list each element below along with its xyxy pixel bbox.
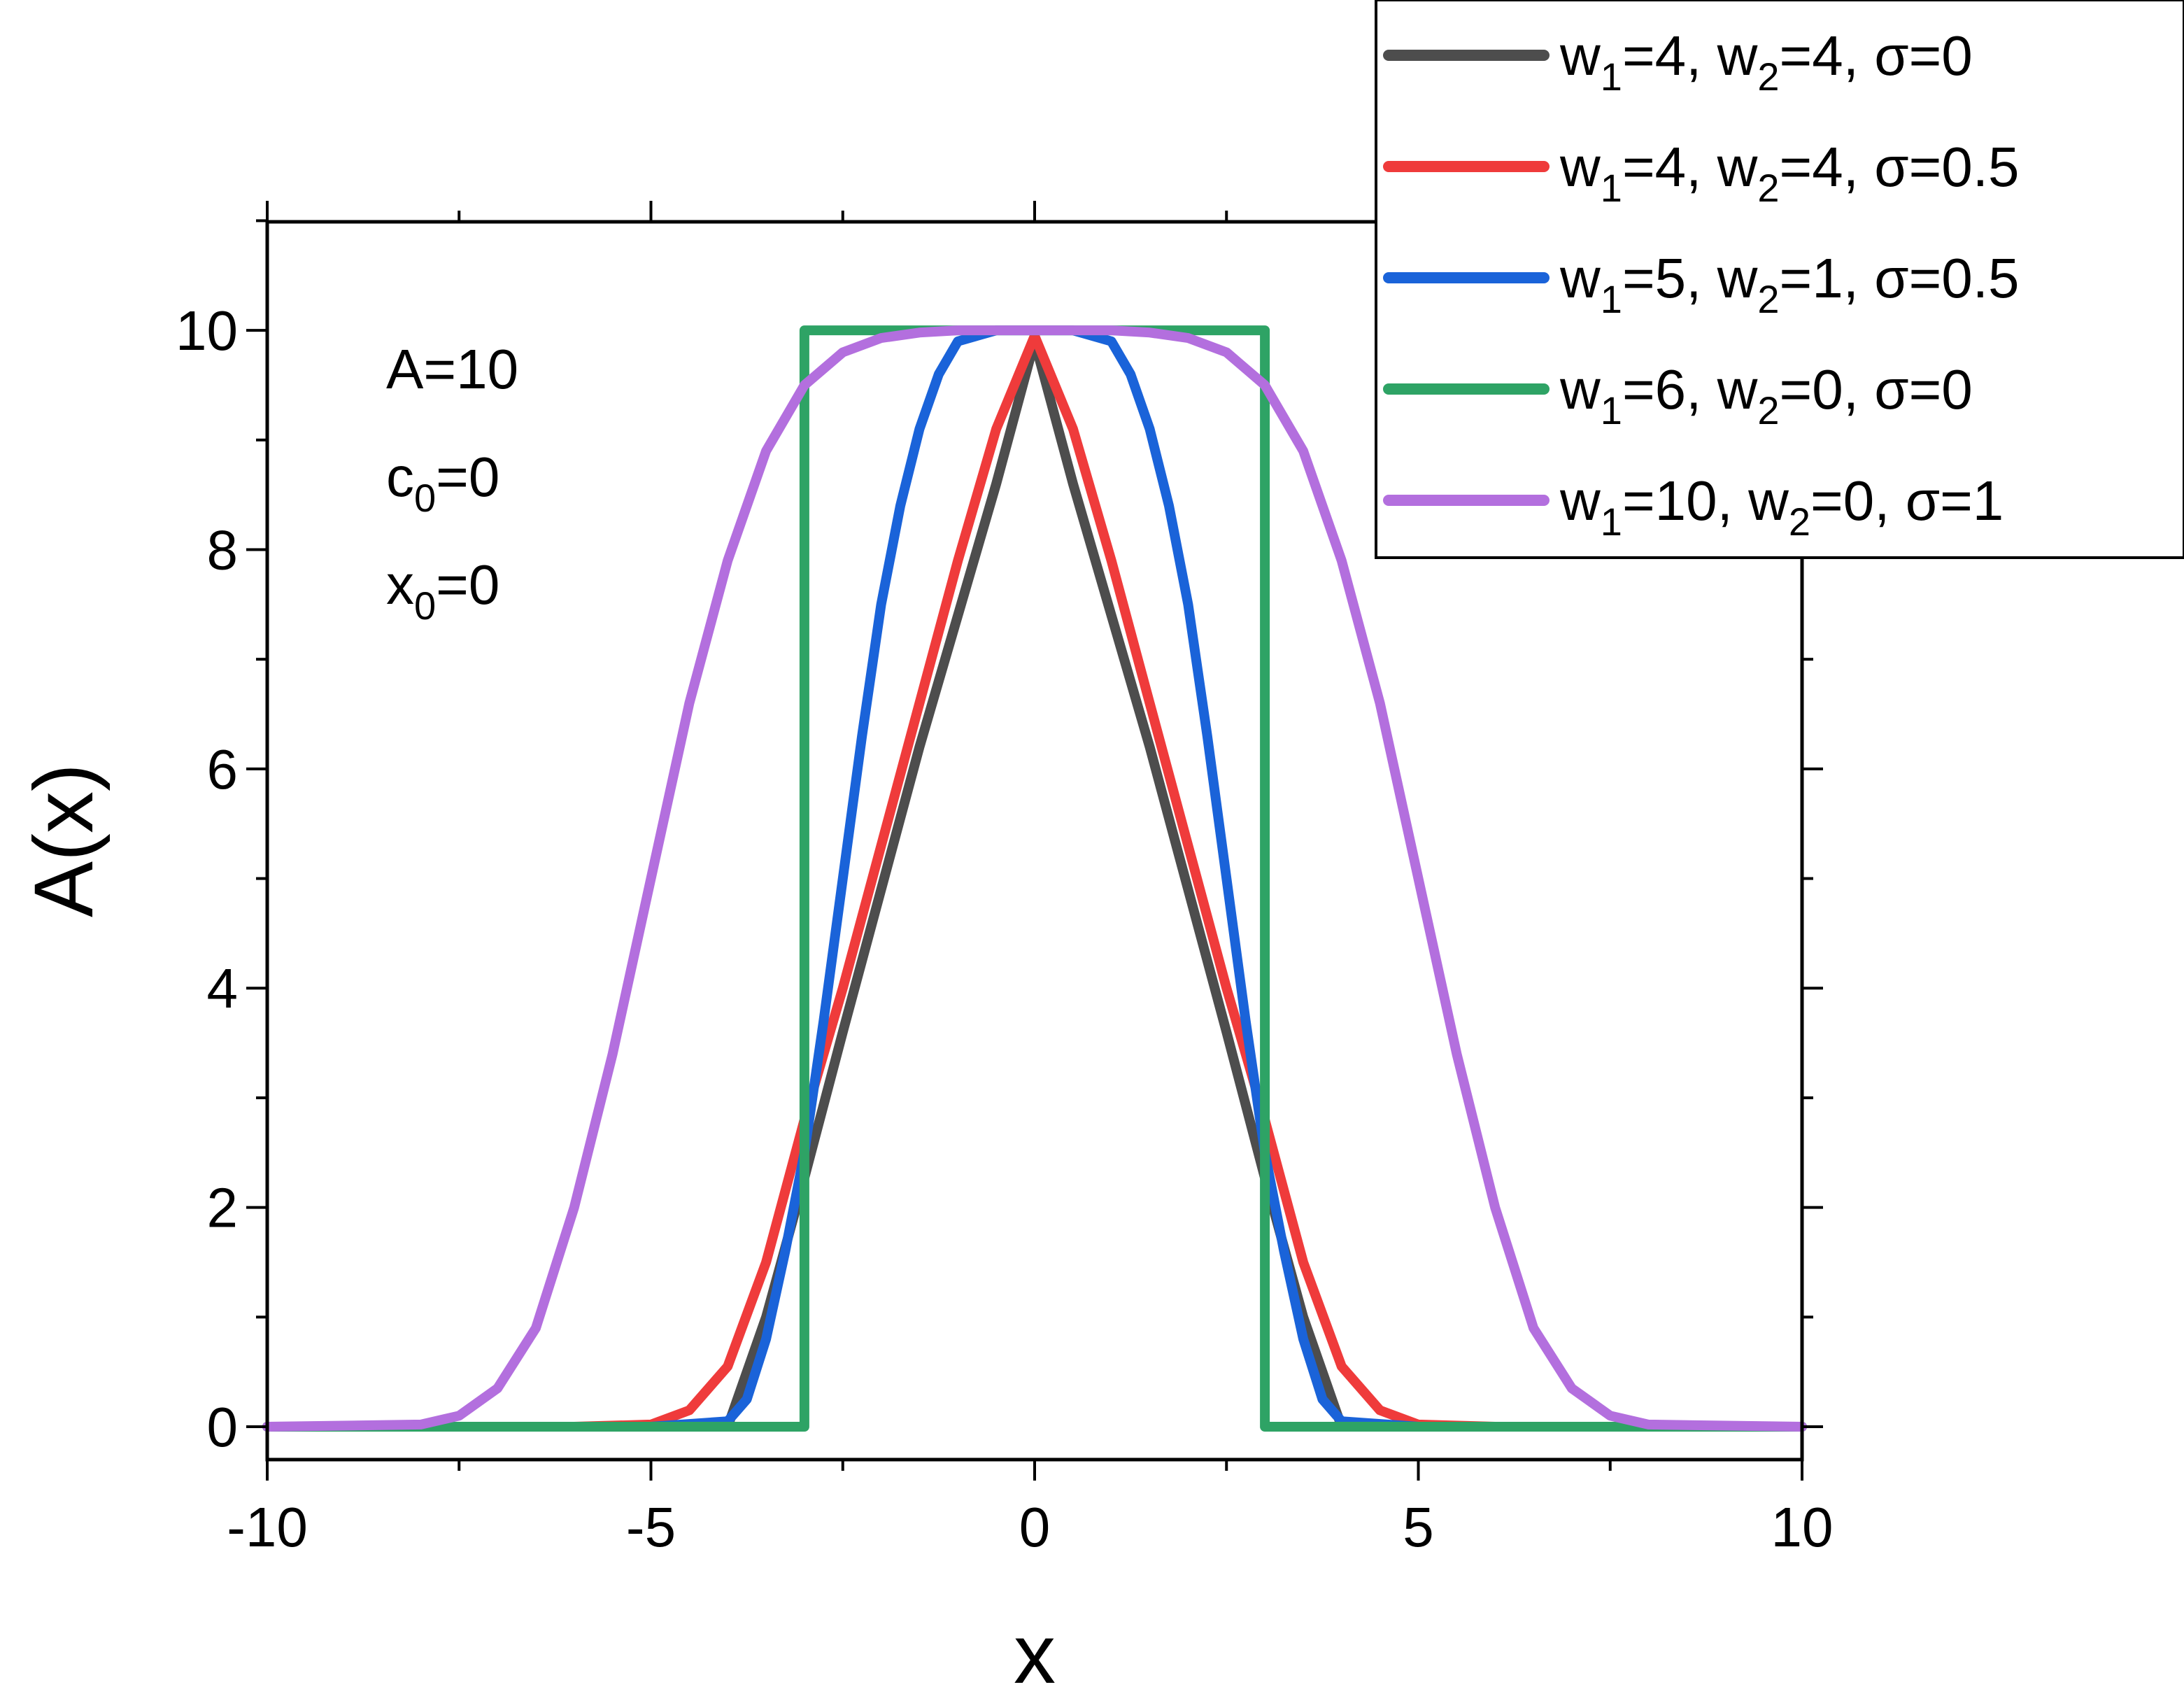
legend: w1=4, w2=4, σ=0 w1=4, w2=4, σ=0.5 w1=5, w2…: [1375, 0, 2184, 559]
legend-label: w1=6, w2=0, σ=0: [1559, 358, 1973, 432]
x-tick-label: -10: [227, 1496, 308, 1558]
annotation-box: A=10 c0=0 x0=0: [386, 338, 518, 628]
legend-item: w1=6, w2=0, σ=0: [1383, 358, 1973, 432]
series-line-5: [262, 325, 1807, 1432]
legend-item: w1=4, w2=4, σ=0.5: [1383, 136, 2020, 210]
series-line-2: [262, 331, 1807, 1432]
x-tick-label: 10: [1771, 1496, 1834, 1558]
legend-item: w1=5, w2=1, σ=0.5: [1383, 247, 2020, 321]
y-tick-label: 0: [207, 1396, 239, 1458]
legend-label: w1=10, w2=0, σ=1: [1559, 470, 2004, 544]
x-tick-label: -5: [626, 1496, 676, 1558]
legend-label: w1=5, w2=1, σ=0.5: [1559, 247, 2020, 321]
annotation-line: A=10: [386, 338, 518, 400]
annotation-line: x0=0: [386, 553, 499, 628]
legend-item: w1=4, w2=4, σ=0: [1383, 24, 1973, 99]
x-tick-label: 5: [1403, 1496, 1434, 1558]
x-axis-title: x: [1014, 1607, 1056, 1694]
annotation-line: c0=0: [386, 446, 499, 520]
x-tick-label: 0: [1019, 1496, 1051, 1558]
ticks-layer: -10 -5 0 5 10 0 2 4 6 8 10: [176, 201, 1833, 1558]
y-tick-label: 2: [207, 1177, 239, 1239]
legend-label: w1=4, w2=4, σ=0.5: [1559, 136, 2020, 210]
y-tick-label: 4: [207, 957, 239, 1019]
legend-label: w1=4, w2=4, σ=0: [1559, 24, 1973, 99]
y-tick-label: 10: [176, 299, 238, 362]
legend-item: w1=10, w2=0, σ=1: [1383, 470, 2004, 544]
y-tick-label: 6: [207, 738, 239, 800]
y-tick-label: 8: [207, 518, 239, 581]
y-axis-title: A(x): [17, 763, 111, 917]
series-layer: [262, 325, 1807, 1432]
